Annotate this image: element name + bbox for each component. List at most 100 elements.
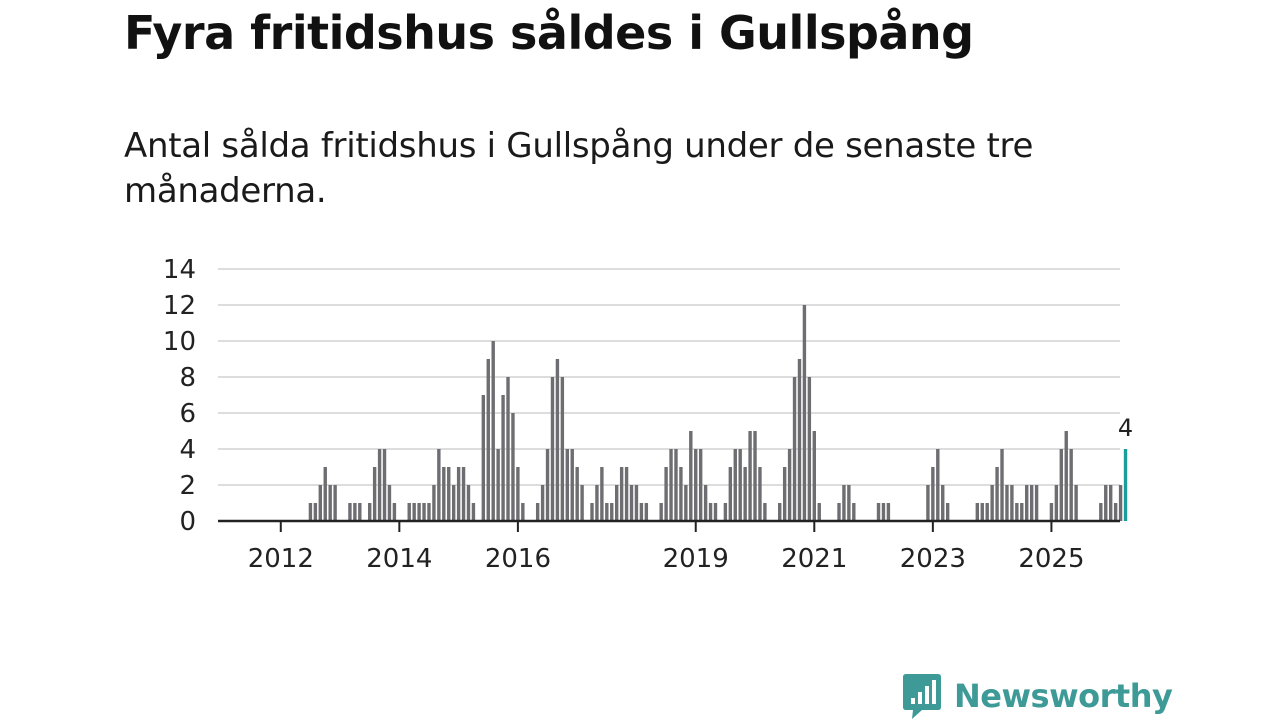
bar bbox=[1020, 503, 1024, 521]
y-tick-label: 8 bbox=[179, 363, 196, 393]
bar bbox=[674, 449, 678, 521]
bar bbox=[610, 503, 614, 521]
bar bbox=[1059, 449, 1063, 521]
bar bbox=[1099, 503, 1103, 521]
y-tick-label: 6 bbox=[179, 399, 196, 429]
x-tick-label: 2019 bbox=[663, 544, 729, 574]
bar bbox=[387, 485, 392, 521]
bar bbox=[852, 503, 856, 521]
bar bbox=[570, 449, 574, 521]
bar bbox=[1010, 485, 1014, 521]
x-tick-label: 2012 bbox=[248, 544, 314, 574]
bar bbox=[990, 485, 994, 521]
chart-title: Fyra fritidshus såldes i Gullspång bbox=[124, 6, 974, 60]
bar bbox=[748, 431, 752, 521]
bar bbox=[565, 449, 569, 521]
bar bbox=[392, 503, 397, 521]
bar bbox=[348, 503, 352, 521]
y-tick-label: 4 bbox=[179, 435, 196, 465]
bar bbox=[437, 449, 441, 521]
newsworthy-logo: Newsworthy bbox=[902, 672, 1173, 720]
bar bbox=[995, 467, 999, 521]
bar bbox=[713, 503, 718, 521]
newsworthy-logo-icon bbox=[903, 674, 941, 719]
chart-subtitle: Antal sålda fritidshus i Gullspång under… bbox=[124, 126, 1034, 211]
bar bbox=[1029, 485, 1034, 521]
bar bbox=[619, 467, 624, 521]
bar bbox=[600, 467, 604, 521]
bar bbox=[629, 485, 634, 521]
bar bbox=[486, 359, 490, 521]
bar bbox=[540, 485, 545, 521]
y-tick-label: 2 bbox=[179, 471, 196, 501]
bar bbox=[659, 503, 663, 521]
bar bbox=[590, 503, 594, 521]
bar bbox=[1118, 485, 1123, 521]
x-tick-label: 2023 bbox=[900, 544, 966, 574]
bar bbox=[1000, 449, 1004, 521]
bar bbox=[535, 503, 540, 521]
bar bbox=[466, 485, 471, 521]
bar bbox=[605, 503, 609, 521]
bar bbox=[847, 485, 851, 521]
bar bbox=[753, 431, 757, 521]
bar bbox=[802, 305, 807, 521]
bar bbox=[723, 503, 728, 521]
bar-latest bbox=[1123, 449, 1128, 521]
bar bbox=[491, 341, 495, 521]
y-tick-label: 14 bbox=[163, 255, 196, 285]
bar bbox=[521, 503, 525, 521]
x-tick-label: 2025 bbox=[1018, 544, 1084, 574]
bar bbox=[634, 485, 639, 521]
bar bbox=[555, 359, 560, 521]
bar bbox=[708, 503, 713, 521]
bar bbox=[595, 485, 599, 521]
bar bbox=[516, 467, 520, 521]
bar bbox=[936, 449, 940, 521]
bar bbox=[975, 503, 980, 521]
bar bbox=[313, 503, 318, 521]
bar bbox=[703, 485, 708, 521]
x-tick-label: 2016 bbox=[485, 544, 551, 574]
bar bbox=[842, 485, 846, 521]
bar bbox=[689, 431, 693, 521]
bar bbox=[501, 395, 505, 521]
bar bbox=[792, 377, 797, 521]
bar bbox=[1074, 485, 1078, 521]
bar bbox=[511, 413, 515, 521]
bar bbox=[782, 467, 787, 521]
grid-lines bbox=[218, 268, 1120, 486]
bar bbox=[876, 503, 881, 521]
latest-value-label: 4 bbox=[1118, 414, 1133, 442]
bar bbox=[1054, 485, 1059, 521]
bar bbox=[1104, 485, 1108, 521]
bar bbox=[422, 503, 426, 521]
bar bbox=[698, 449, 703, 521]
bar bbox=[644, 503, 649, 521]
bar bbox=[368, 503, 372, 521]
bar bbox=[679, 467, 683, 521]
bar bbox=[694, 449, 698, 521]
bar bbox=[580, 485, 584, 521]
bar bbox=[412, 503, 416, 521]
bar bbox=[728, 467, 733, 521]
bar bbox=[743, 467, 747, 521]
x-axis: 2012 2014 2016 2019 2021 2023 2025 bbox=[218, 519, 1120, 574]
bar bbox=[1069, 449, 1073, 521]
bar bbox=[550, 377, 555, 521]
bar bbox=[817, 503, 821, 521]
bar bbox=[372, 467, 377, 521]
bar bbox=[778, 503, 782, 521]
bar bbox=[451, 485, 456, 521]
bar bbox=[812, 431, 816, 521]
bar-chart: 0 2 4 6 8 10 12 14 2012 2014 2016 2019 2021 2023 2025… bbox=[163, 255, 1133, 574]
annotations: 4 bbox=[1118, 414, 1133, 442]
bar bbox=[1025, 485, 1029, 521]
bar bbox=[575, 467, 579, 521]
bar bbox=[985, 503, 989, 521]
bar bbox=[980, 503, 984, 521]
bars bbox=[308, 305, 1128, 521]
bar bbox=[496, 449, 500, 521]
bar bbox=[328, 485, 332, 521]
bar bbox=[837, 503, 841, 521]
